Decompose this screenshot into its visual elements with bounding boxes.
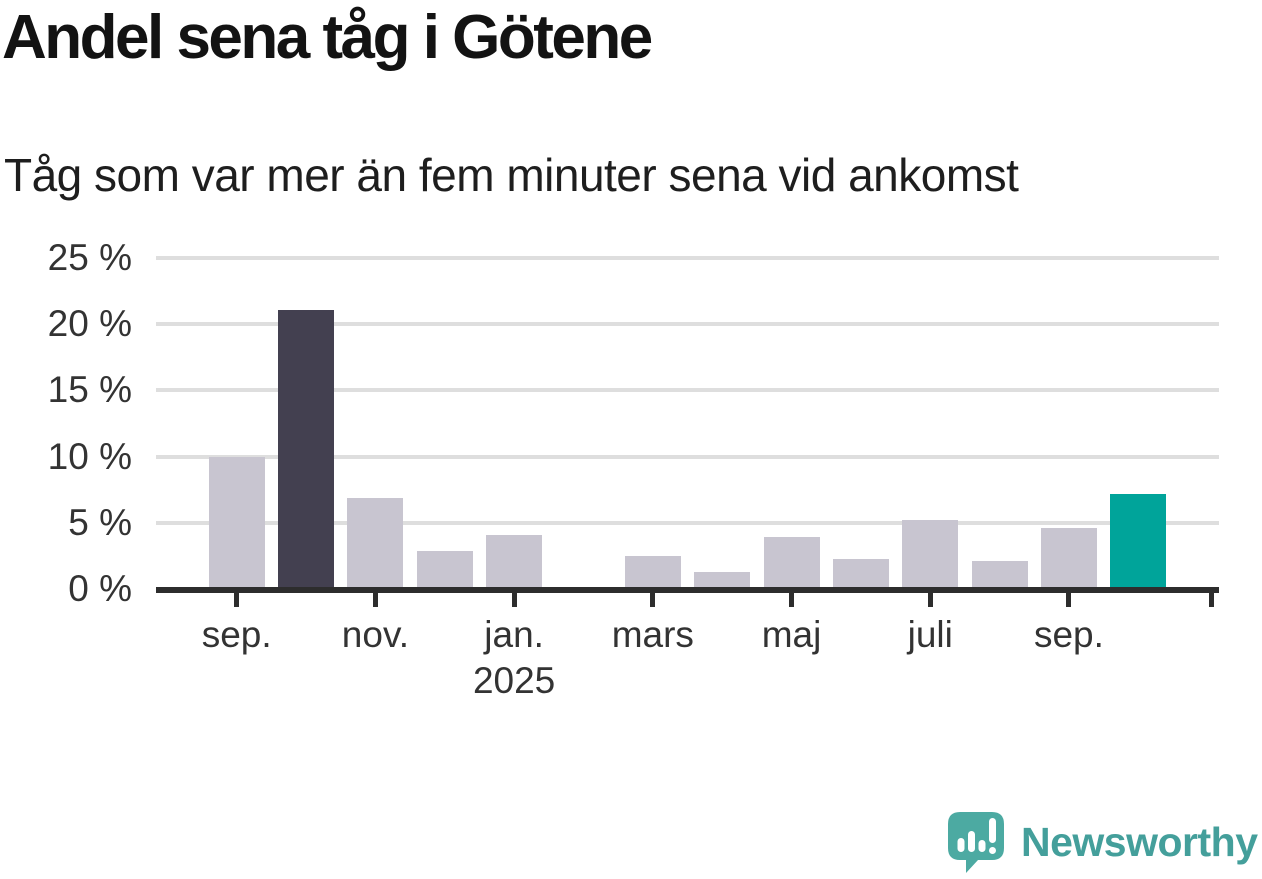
x-axis-line <box>156 587 1219 593</box>
x-tick-label: mars <box>611 614 694 655</box>
x-tick <box>1066 593 1072 607</box>
bar <box>416 550 473 589</box>
x-tick <box>372 593 378 607</box>
chart-title: Andel sena tåg i Götene <box>2 3 653 72</box>
y-tick-label: 20 % <box>47 303 132 345</box>
bar-slot <box>896 258 965 589</box>
y-tick-label: 5 % <box>68 501 132 543</box>
bar-slot <box>202 258 271 589</box>
y-tick-label: 25 % <box>47 237 132 278</box>
bar <box>832 558 889 589</box>
newsworthy-logo-icon <box>948 812 1004 873</box>
bar <box>624 555 681 589</box>
y-tick-label: 0 % <box>68 568 132 609</box>
bar-slot <box>410 258 479 589</box>
x-tick <box>234 593 240 607</box>
newsworthy-logo-text: Newsworthy <box>1021 818 1258 865</box>
gridline <box>156 454 1219 459</box>
gridline <box>156 388 1219 393</box>
x-tick-label: nov. <box>341 614 409 655</box>
bar-slot <box>618 258 687 589</box>
x-tick-label: jan. 2025 <box>473 612 555 704</box>
bar <box>1110 493 1167 589</box>
bar-slot <box>1104 258 1173 589</box>
bar-slot <box>479 258 548 589</box>
bar-slot <box>271 258 340 589</box>
x-tick-label: maj <box>761 614 822 655</box>
x-tick <box>1208 593 1214 607</box>
chart-subtitle: Tåg som var mer än fem minuter sena vid … <box>4 149 1019 201</box>
y-tick-label: 15 % <box>47 369 132 411</box>
bar <box>763 537 820 589</box>
bar-slot <box>965 258 1034 589</box>
bar <box>347 497 404 589</box>
bar <box>208 456 265 589</box>
x-tick <box>650 593 656 607</box>
bar <box>278 309 335 589</box>
plot-area <box>156 256 1219 589</box>
bar-slot <box>826 258 895 589</box>
x-tick-label: sep. <box>201 614 272 655</box>
bar-group <box>156 258 1219 589</box>
x-tick-label: sep. <box>1033 614 1104 655</box>
bar <box>971 561 1028 589</box>
x-tick-sublabel: 2025 <box>472 660 556 701</box>
gridline <box>156 520 1219 525</box>
x-tick <box>927 593 933 607</box>
bar <box>1040 528 1097 589</box>
y-tick-label: 10 % <box>47 435 132 477</box>
bar-slot <box>549 258 618 589</box>
x-tick-label: juli <box>907 614 953 655</box>
bar-slot <box>341 258 410 589</box>
gridline <box>156 322 1219 327</box>
bar <box>486 534 543 589</box>
newsworthy-logo: Newsworthy <box>944 809 1258 875</box>
x-tick <box>511 593 517 607</box>
bar <box>694 571 751 589</box>
bar-slot <box>1034 258 1103 589</box>
bar-slot <box>688 258 757 589</box>
bar <box>902 520 959 589</box>
bar-slot <box>757 258 826 589</box>
gridline <box>156 256 1219 260</box>
x-tick <box>789 593 795 607</box>
